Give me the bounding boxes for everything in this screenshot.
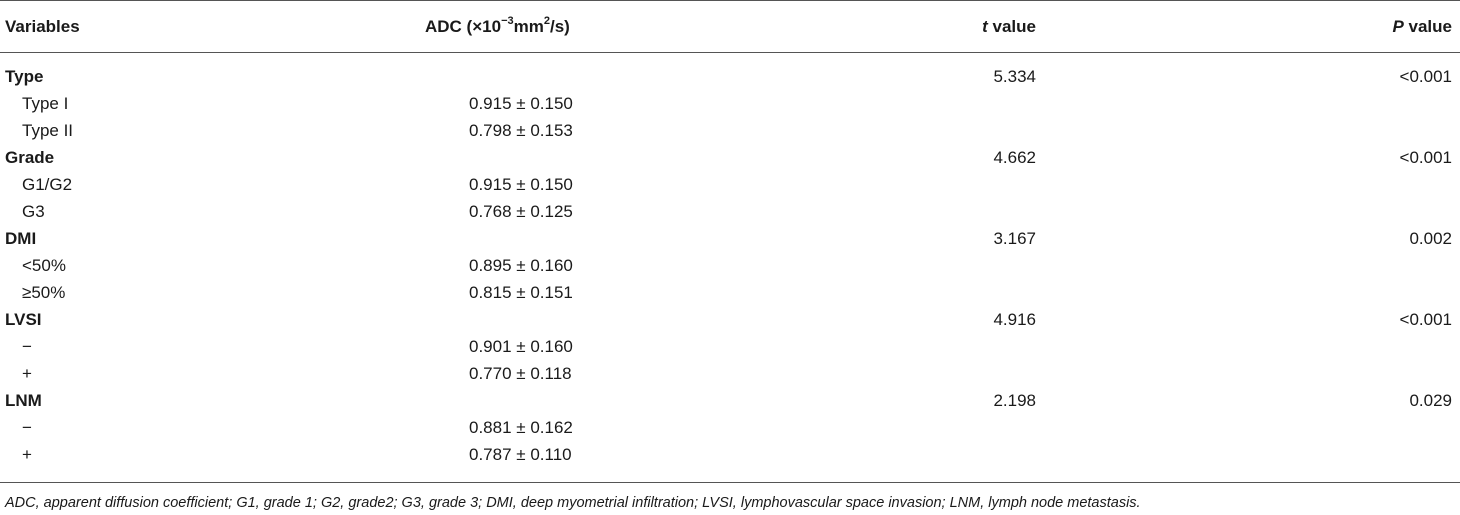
p-value: 0.029 <box>1409 391 1452 410</box>
group-label: LVSI <box>5 310 42 329</box>
subgroup-label: Type II <box>22 121 74 140</box>
group-row: DMI 3.167 0.002 <box>0 225 1460 252</box>
header-bottom-rule <box>0 52 1460 53</box>
group-row: Grade 4.662 <0.001 <box>0 144 1460 171</box>
p-value: <0.001 <box>1399 67 1452 86</box>
p-value: 0.002 <box>1409 229 1452 248</box>
t-value: 2.198 <box>993 391 1036 410</box>
header-adc: ADC (×10−3mm2/s) <box>425 15 570 36</box>
subgroup-label: Type I <box>22 94 69 113</box>
subgroup-label: G1/G2 <box>22 175 73 194</box>
table-bottom-rule <box>0 482 1460 483</box>
p-value: <0.001 <box>1399 310 1452 329</box>
adc-value: 0.901 ± 0.160 <box>469 337 573 356</box>
adc-value: 0.881 ± 0.162 <box>469 418 573 437</box>
table-footnote: ADC, apparent diffusion coefficient; G1,… <box>5 495 1141 511</box>
group-label: Grade <box>5 148 55 167</box>
adc-value: 0.915 ± 0.150 <box>469 94 573 113</box>
table-row: Type II 0.798 ± 0.153 <box>0 117 1460 144</box>
group-label: LNM <box>5 391 42 410</box>
adc-value: 0.915 ± 0.150 <box>469 175 573 194</box>
group-row: LVSI 4.916 <0.001 <box>0 306 1460 333</box>
adc-value: 0.895 ± 0.160 <box>469 256 573 275</box>
t-value: 5.334 <box>993 67 1036 86</box>
table-row: − 0.901 ± 0.160 <box>0 333 1460 360</box>
t-value: 4.916 <box>993 310 1036 329</box>
header-t-value: t value <box>982 17 1036 36</box>
p-value: <0.001 <box>1399 148 1452 167</box>
table-row: ≥50% 0.815 ± 0.151 <box>0 279 1460 306</box>
subgroup-label: G3 <box>22 202 45 221</box>
table-row: G1/G2 0.915 ± 0.150 <box>0 171 1460 198</box>
header-row: Variables ADC (×10−3mm2/s) t value P val… <box>0 13 1460 40</box>
table-top-rule <box>0 0 1460 1</box>
group-row: LNM 2.198 0.029 <box>0 387 1460 414</box>
table-row: Type I 0.915 ± 0.150 <box>0 90 1460 117</box>
table-row: − 0.881 ± 0.162 <box>0 414 1460 441</box>
adc-value: 0.815 ± 0.151 <box>469 283 573 302</box>
subgroup-label: + <box>22 364 32 383</box>
table-row: +0.770 ± 0.118 <box>0 360 1460 387</box>
t-value: 3.167 <box>993 229 1036 248</box>
table-row: G3 0.768 ± 0.125 <box>0 198 1460 225</box>
subgroup-label: − <box>22 418 32 437</box>
header-p-value: P value <box>1392 17 1452 36</box>
group-label: DMI <box>5 229 37 248</box>
table-row: <50% 0.895 ± 0.160 <box>0 252 1460 279</box>
subgroup-label: − <box>22 337 32 356</box>
adc-value: 0.787 ± 0.110 <box>469 445 572 464</box>
header-variables: Variables <box>5 17 80 36</box>
subgroup-label: + <box>22 445 32 464</box>
adc-value: 0.768 ± 0.125 <box>469 202 573 221</box>
subgroup-label: <50% <box>22 256 66 275</box>
group-label: Type <box>5 67 44 86</box>
adc-value: 0.798 ± 0.153 <box>469 121 573 140</box>
adc-value: 0.770 ± 0.118 <box>469 364 572 383</box>
group-row: Type 5.334 <0.001 <box>0 63 1460 90</box>
t-value: 4.662 <box>993 148 1036 167</box>
subgroup-label: ≥50% <box>22 283 66 302</box>
table-row: +0.787 ± 0.110 <box>0 441 1460 468</box>
